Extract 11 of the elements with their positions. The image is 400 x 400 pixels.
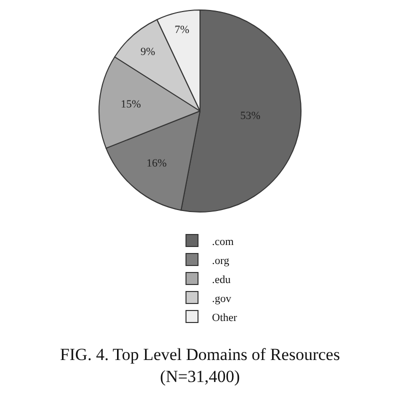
data-label: 9%	[140, 46, 156, 58]
data-label: 7%	[174, 24, 190, 36]
legend-label: .gov	[212, 292, 232, 305]
legend-label: .edu	[212, 274, 232, 286]
legend-label: .com	[212, 236, 234, 248]
data-label: 15%	[120, 98, 141, 110]
legend-label: Other	[212, 312, 238, 324]
data-label: 53%	[240, 110, 260, 122]
data-label: 16%	[146, 158, 167, 170]
text: FIG. 4. Top Level Domains of Resources (N=31,400)	[60, 345, 340, 386]
legend-label: .org	[212, 254, 230, 267]
